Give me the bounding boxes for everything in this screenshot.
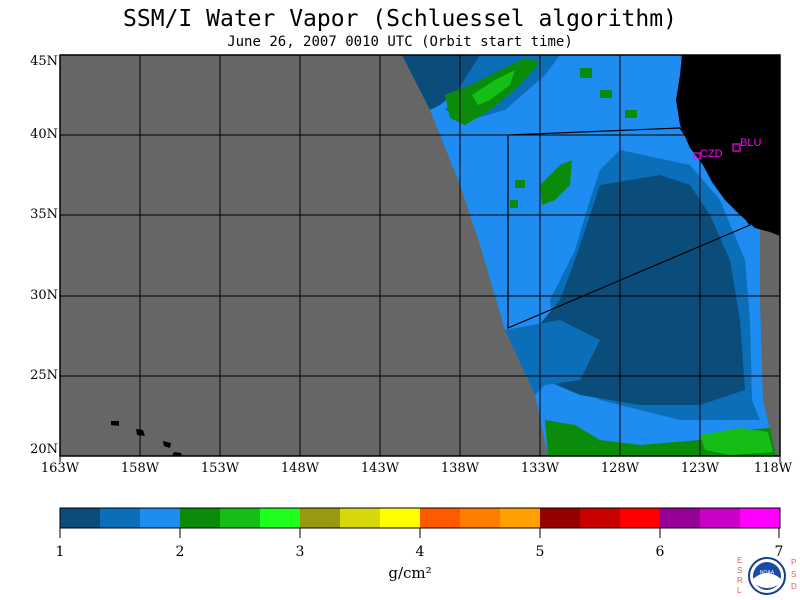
colorbar-seg-8 (340, 508, 380, 528)
swath-mid-green-patch (540, 160, 572, 205)
station-czd-marker (693, 152, 701, 160)
svg-text:S: S (791, 570, 796, 579)
swath-green-speck-4 (600, 90, 612, 98)
colorbar-seg-3 (140, 508, 180, 528)
colorbar-seg-2 (100, 508, 140, 528)
lat-label-40n: 40N (30, 127, 58, 142)
map-grid (60, 55, 780, 456)
colorbar (59, 507, 781, 538)
colorbar-tick-4: 4 (415, 544, 425, 560)
colorbar-tick-3: 3 (295, 544, 305, 560)
colorbar-seg-1 (60, 508, 100, 528)
colorbar-seg-10 (420, 508, 460, 528)
map-title: SSM/I Water Vapor (Schluessel algorithm) (123, 6, 677, 32)
lon-label-133w: 133W (520, 461, 560, 476)
lon-label-138w: 138W (440, 461, 480, 476)
colorbar-tick-marks (59, 528, 780, 538)
island-hawaii (172, 452, 182, 456)
lat-label-35n: 35N (30, 207, 58, 222)
lat-label-30n: 30N (30, 288, 58, 303)
swath-green-speck-3 (580, 68, 592, 78)
noaa-esrl-psd-logo: E S R L NOAA P S D (737, 556, 797, 595)
colorbar-seg-13 (540, 508, 580, 528)
svg-text:D: D (791, 582, 797, 591)
colorbar-tick-1: 1 (55, 544, 65, 560)
map-edge-ticks (59, 456, 781, 462)
map-frame (59, 54, 781, 457)
svg-text:E: E (737, 556, 742, 565)
lon-label-148w: 148W (280, 461, 320, 476)
swath-green-speck-1 (515, 180, 525, 188)
island-kauai (111, 421, 119, 426)
colorbar-seg-15 (620, 508, 660, 528)
lon-label-158w: 158W (120, 461, 160, 476)
svg-text:L: L (737, 586, 742, 595)
svg-text:P: P (791, 558, 796, 567)
station-czd-label: CZD (700, 148, 723, 160)
colorbar-seg-4 (180, 508, 220, 528)
swath-green-speck-5 (625, 110, 637, 118)
lat-label-25n: 25N (30, 368, 58, 383)
colorbar-seg-11 (460, 508, 500, 528)
lon-label-143w: 143W (360, 461, 400, 476)
station-markers: CZD BLU (693, 137, 761, 160)
lon-label-123w: 123W (680, 461, 720, 476)
lon-label-163w: 163W (40, 461, 80, 476)
station-blu-marker (732, 143, 741, 152)
colorbar-tick-2: 2 (175, 544, 185, 560)
colorbar-seg-9 (380, 508, 420, 528)
colorbar-tick-5: 5 (535, 544, 545, 560)
swath-north-bright-green (472, 70, 515, 105)
lat-label-45n: 45N (30, 54, 58, 69)
svg-text:S: S (737, 566, 742, 575)
analysis-region-outline (507, 127, 751, 329)
colorbar-seg-5 (220, 508, 260, 528)
colorbar-seg-17 (700, 508, 740, 528)
svg-text:R: R (737, 576, 743, 585)
colorbar-seg-14 (580, 508, 620, 528)
lon-label-153w: 153W (200, 461, 240, 476)
colorbar-unit-label: g/cm² (388, 564, 432, 582)
logo-center-text: NOAA (760, 570, 775, 576)
colorbar-seg-6 (260, 508, 300, 528)
colorbar-seg-12 (500, 508, 540, 528)
colorbar-tick-6: 6 (655, 544, 665, 560)
island-maui (163, 441, 171, 448)
map-subtitle: June 26, 2007 0010 UTC (Orbit start time… (227, 34, 573, 50)
north-america-land (676, 55, 780, 236)
lon-label-128w: 128W (600, 461, 640, 476)
colorbar-seg-7 (300, 508, 340, 528)
swath-green-speck-2 (510, 200, 518, 208)
lon-label-118w: 118W (753, 461, 793, 476)
colorbar-seg-18 (740, 508, 780, 528)
colorbar-seg-16 (660, 508, 700, 528)
lat-label-20n: 20N (30, 442, 58, 457)
colorbar-tick-7: 7 (774, 544, 784, 560)
station-blu-label: BLU (740, 137, 761, 149)
swath-south-bright-green (700, 428, 773, 455)
satellite-swath (402, 55, 776, 456)
